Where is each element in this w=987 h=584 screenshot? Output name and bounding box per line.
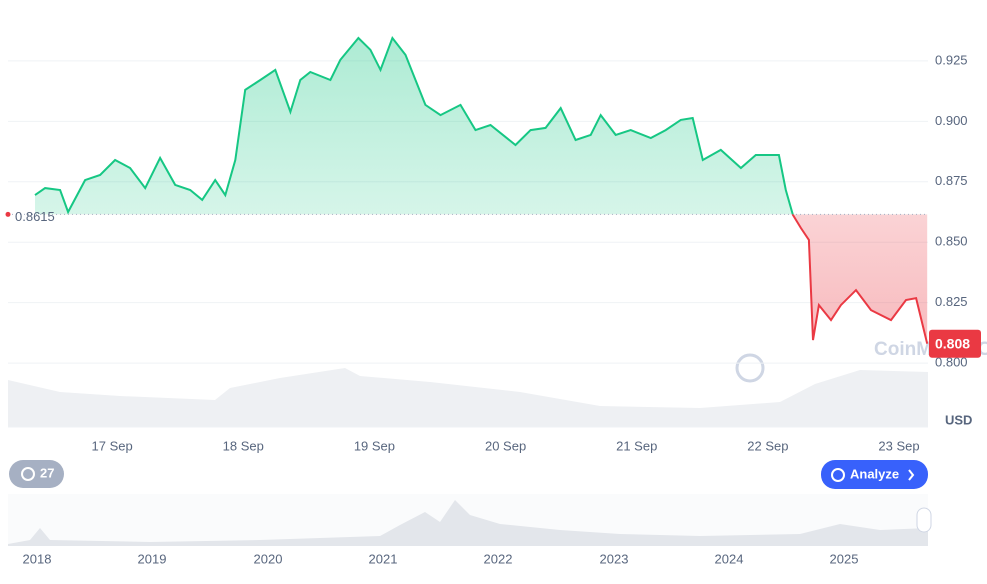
y-tick-label: 0.850 [935, 234, 968, 249]
badge-text: 27 [40, 465, 54, 480]
watermark-logo [735, 353, 765, 383]
navigator-label: 2022 [484, 551, 513, 566]
y-tick-label: 0.875 [935, 173, 968, 188]
analyze-icon [831, 468, 845, 482]
y-tick-label: 0.800 [935, 355, 968, 370]
last-price-tag [929, 329, 981, 358]
navigator-area [8, 500, 928, 546]
badge-icon [21, 467, 35, 481]
navigator-label: 2019 [138, 551, 167, 566]
navigator-label: 2024 [715, 551, 744, 566]
x-tick-label: 17 Sep [92, 438, 133, 453]
y-tick-label: 0.925 [935, 52, 968, 67]
badge[interactable] [9, 460, 64, 488]
volume-area [8, 368, 928, 427]
analyze-text: Analyze [850, 466, 899, 481]
baseline-label: 0.8615 [15, 209, 55, 224]
x-tick-label: 21 Sep [616, 438, 657, 453]
x-tick-label: 18 Sep [223, 438, 264, 453]
navigator-label: 2023 [600, 551, 629, 566]
y-unit: USD [945, 412, 972, 427]
price-line-up [34, 35, 794, 215]
analyze-arrow [908, 469, 915, 481]
navigator-label: 2020 [254, 551, 283, 566]
navigator-label: 2021 [369, 551, 398, 566]
y-tick-label: 0.900 [935, 113, 968, 128]
navigator-label: 2018 [23, 551, 52, 566]
x-tick-label: 20 Sep [485, 438, 526, 453]
navigator-label: 2025 [830, 551, 859, 566]
last-price-label: 0.808 [935, 335, 970, 351]
x-tick-label: 23 Sep [878, 438, 919, 453]
analyze-button[interactable] [821, 460, 928, 489]
navigator-handle[interactable] [916, 507, 932, 533]
y-tick-label: 0.825 [935, 294, 968, 309]
x-tick-label: 22 Sep [747, 438, 788, 453]
x-tick-label: 19 Sep [354, 438, 395, 453]
area-down [792, 214, 928, 344]
baseline-dot [5, 211, 11, 217]
price-line-down [67, 214, 929, 344]
